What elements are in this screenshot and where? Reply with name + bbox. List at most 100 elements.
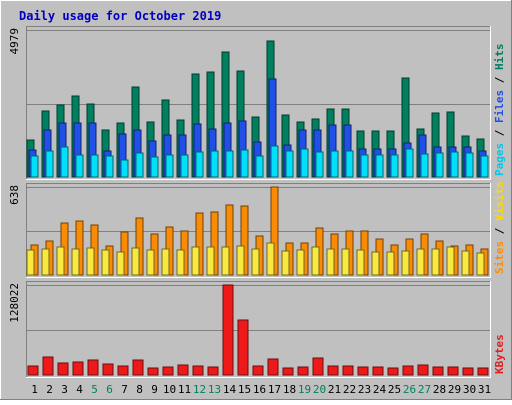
bar-pages-day-7 xyxy=(120,159,129,178)
bar-sites-day-13 xyxy=(206,246,215,276)
x-tick-label-20: 20 xyxy=(313,383,326,396)
x-tick-label-23: 23 xyxy=(358,383,371,396)
bar-sites-day-20 xyxy=(311,246,320,276)
axis-legend-part-kbytes: KBytes xyxy=(493,334,506,374)
bar-pages-day-20 xyxy=(315,151,324,178)
x-tick-label-26: 26 xyxy=(403,383,416,396)
bar-pages-day-21 xyxy=(330,150,339,178)
bar-sites-day-5 xyxy=(86,247,95,276)
bar-pages-day-29 xyxy=(450,151,459,178)
bar-kbytes-day-19 xyxy=(297,366,309,376)
x-tick-label-14: 14 xyxy=(223,383,237,396)
bar-pages-day-18 xyxy=(285,150,294,178)
bar-kbytes-day-4 xyxy=(72,361,84,376)
bar-sites-day-1 xyxy=(26,249,35,276)
axis-legend-sep: / xyxy=(493,221,506,241)
bar-pages-day-15 xyxy=(240,149,249,178)
series-sites xyxy=(26,242,485,276)
x-tick-label-13: 13 xyxy=(208,383,221,396)
bar-kbytes-day-31 xyxy=(477,367,489,376)
bar-kbytes-day-2 xyxy=(42,356,54,376)
x-tick-label-7: 7 xyxy=(121,383,128,396)
bar-sites-day-3 xyxy=(56,246,65,276)
bar-kbytes-day-23 xyxy=(357,366,369,376)
bar-pages-day-19 xyxy=(300,148,309,178)
bar-kbytes-day-29 xyxy=(447,366,459,376)
bar-sites-day-28 xyxy=(431,248,440,276)
bar-pages-day-9 xyxy=(150,156,159,178)
bar-pages-day-17 xyxy=(270,145,279,178)
bar-pages-day-11 xyxy=(180,154,189,178)
x-tick-label-27: 27 xyxy=(418,383,431,396)
bar-sites-day-10 xyxy=(161,248,170,276)
bar-sites-day-4 xyxy=(71,248,80,276)
x-tick-label-17: 17 xyxy=(268,383,281,396)
plot-area-kbytes xyxy=(26,281,491,378)
panels-group: 4979 Pages / Files / Hits 638 Sites / Visit… xyxy=(8,26,506,378)
panel-kbytes: 128022 KBytes xyxy=(8,281,506,378)
bar-kbytes-day-13 xyxy=(207,366,219,376)
bar-sites-day-11 xyxy=(176,249,185,276)
x-tick-label-8: 8 xyxy=(136,383,143,396)
x-tick-label-16: 16 xyxy=(253,383,266,396)
x-tick-label-11: 11 xyxy=(178,383,191,396)
bar-kbytes-day-28 xyxy=(432,366,444,376)
axis-legend-part-pages: Pages xyxy=(493,143,506,176)
y-max-label-hits: 4979 xyxy=(8,28,21,55)
bar-pages-day-30 xyxy=(465,152,474,178)
bar-kbytes-day-8 xyxy=(132,359,144,376)
bar-kbytes-day-18 xyxy=(282,367,294,376)
bar-sites-day-23 xyxy=(356,249,365,276)
bar-sites-day-9 xyxy=(146,249,155,276)
bar-kbytes-day-17 xyxy=(267,358,279,376)
bar-pages-day-5 xyxy=(90,154,99,178)
x-tick-label-29: 29 xyxy=(448,383,461,396)
bar-sites-day-19 xyxy=(296,249,305,276)
bar-pages-day-14 xyxy=(225,150,234,178)
bar-kbytes-day-16 xyxy=(252,365,264,376)
bar-pages-day-16 xyxy=(255,155,264,178)
axis-legend-part-hits: Hits xyxy=(493,44,506,71)
bar-sites-day-7 xyxy=(116,251,125,276)
bar-pages-day-23 xyxy=(360,154,369,178)
axis-legend-part-sites: Sites xyxy=(493,241,506,274)
bar-pages-day-8 xyxy=(135,152,144,178)
bar-sites-day-17 xyxy=(266,242,275,276)
bar-pages-day-2 xyxy=(45,150,54,178)
bar-sites-day-16 xyxy=(251,248,260,276)
bar-kbytes-day-14 xyxy=(222,284,234,376)
bar-sites-day-26 xyxy=(401,250,410,276)
axis-legend-part-files: Files xyxy=(493,90,506,123)
bar-sites-day-24 xyxy=(371,251,380,276)
x-tick-label-22: 22 xyxy=(343,383,356,396)
bar-kbytes-day-24 xyxy=(372,366,384,376)
bar-kbytes-day-27 xyxy=(417,364,429,376)
bar-kbytes-day-9 xyxy=(147,367,159,376)
chart-title: Daily usage for October 2019 xyxy=(19,9,221,23)
x-tick-label-1: 1 xyxy=(31,383,38,396)
x-tick-label-9: 9 xyxy=(151,383,158,396)
bar-pages-day-22 xyxy=(345,150,354,178)
x-tick-label-24: 24 xyxy=(373,383,387,396)
x-tick-label-3: 3 xyxy=(61,383,68,396)
bar-pages-day-27 xyxy=(420,153,429,178)
x-tick-label-6: 6 xyxy=(106,383,113,396)
bar-kbytes-day-22 xyxy=(342,365,354,376)
x-tick-label-12: 12 xyxy=(193,383,206,396)
bar-pages-day-26 xyxy=(405,148,414,178)
bar-pages-day-28 xyxy=(435,152,444,178)
x-tick-label-18: 18 xyxy=(283,383,296,396)
bar-pages-day-24 xyxy=(375,154,384,178)
bar-sites-day-15 xyxy=(236,245,245,276)
bar-sites-day-29 xyxy=(446,246,455,276)
bar-kbytes-day-25 xyxy=(387,367,399,376)
bar-kbytes-day-15 xyxy=(237,319,249,376)
panel-hits: 4979 Pages / Files / Hits xyxy=(8,26,506,180)
axis-legend-label-hits: Pages / Files / Hits xyxy=(493,44,506,177)
bar-pages-day-4 xyxy=(75,154,84,178)
x-tick-label-25: 25 xyxy=(388,383,401,396)
bar-kbytes-day-3 xyxy=(57,362,69,376)
bar-kbytes-day-20 xyxy=(312,357,324,376)
bar-kbytes-day-12 xyxy=(192,365,204,376)
